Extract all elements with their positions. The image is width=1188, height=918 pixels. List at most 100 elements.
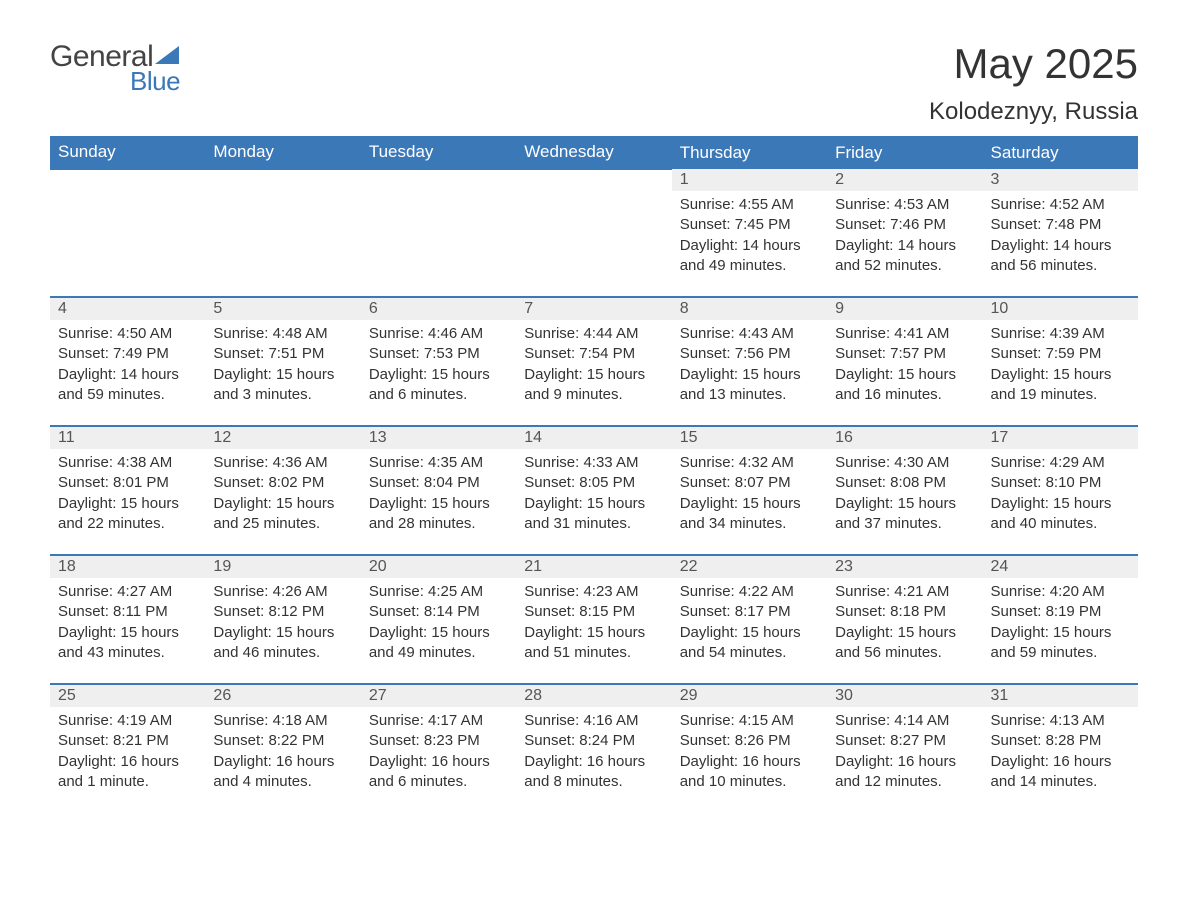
day-data: Sunrise: 4:30 AMSunset: 8:08 PMDaylight:… — [827, 449, 982, 555]
sunrise-line: Sunrise: 4:20 AM — [991, 582, 1130, 602]
sunset-line: Sunset: 7:48 PM — [991, 215, 1130, 235]
sunrise-line: Sunrise: 4:30 AM — [835, 453, 974, 473]
day-data: Sunrise: 4:48 AMSunset: 7:51 PMDaylight:… — [205, 320, 360, 426]
sunrise-line: Sunrise: 4:52 AM — [991, 195, 1130, 215]
sunrise-line: Sunrise: 4:46 AM — [369, 324, 508, 344]
empty-cell — [50, 169, 205, 191]
day-data: Sunrise: 4:21 AMSunset: 8:18 PMDaylight:… — [827, 578, 982, 684]
day-data: Sunrise: 4:43 AMSunset: 7:56 PMDaylight:… — [672, 320, 827, 426]
day-data: Sunrise: 4:19 AMSunset: 8:21 PMDaylight:… — [50, 707, 205, 813]
day-data: Sunrise: 4:16 AMSunset: 8:24 PMDaylight:… — [516, 707, 671, 813]
sunset-line: Sunset: 8:22 PM — [213, 731, 352, 751]
daylight-line: Daylight: 15 hours and 59 minutes. — [991, 623, 1130, 664]
daynum-row: 25262728293031 — [50, 684, 1138, 707]
sunset-line: Sunset: 7:46 PM — [835, 215, 974, 235]
data-row: Sunrise: 4:50 AMSunset: 7:49 PMDaylight:… — [50, 320, 1138, 426]
sunset-line: Sunset: 8:05 PM — [524, 473, 663, 493]
day-number: 11 — [50, 426, 205, 449]
day-number: 2 — [827, 169, 982, 191]
day-number: 30 — [827, 684, 982, 707]
daylight-line: Daylight: 15 hours and 28 minutes. — [369, 494, 508, 535]
day-number: 22 — [672, 555, 827, 578]
day-number: 9 — [827, 297, 982, 320]
sunrise-line: Sunrise: 4:23 AM — [524, 582, 663, 602]
day-data: Sunrise: 4:27 AMSunset: 8:11 PMDaylight:… — [50, 578, 205, 684]
sunrise-line: Sunrise: 4:18 AM — [213, 711, 352, 731]
day-data: Sunrise: 4:20 AMSunset: 8:19 PMDaylight:… — [983, 578, 1138, 684]
col-tuesday: Tuesday — [361, 136, 516, 169]
sunset-line: Sunset: 7:56 PM — [680, 344, 819, 364]
daylight-line: Daylight: 15 hours and 34 minutes. — [680, 494, 819, 535]
sunrise-line: Sunrise: 4:48 AM — [213, 324, 352, 344]
sunset-line: Sunset: 7:57 PM — [835, 344, 974, 364]
title-block: May 2025 Kolodeznyy, Russia — [929, 40, 1138, 126]
daylight-line: Daylight: 15 hours and 16 minutes. — [835, 365, 974, 406]
day-number: 6 — [361, 297, 516, 320]
empty-cell — [205, 191, 360, 297]
daylight-line: Daylight: 15 hours and 22 minutes. — [58, 494, 197, 535]
day-number: 28 — [516, 684, 671, 707]
day-number: 5 — [205, 297, 360, 320]
daylight-line: Daylight: 15 hours and 13 minutes. — [680, 365, 819, 406]
day-number: 24 — [983, 555, 1138, 578]
day-data: Sunrise: 4:46 AMSunset: 7:53 PMDaylight:… — [361, 320, 516, 426]
sunrise-line: Sunrise: 4:22 AM — [680, 582, 819, 602]
sunset-line: Sunset: 8:15 PM — [524, 602, 663, 622]
sunset-line: Sunset: 8:19 PM — [991, 602, 1130, 622]
daylight-line: Daylight: 14 hours and 56 minutes. — [991, 236, 1130, 277]
page-title: May 2025 — [929, 40, 1138, 88]
sunset-line: Sunset: 8:01 PM — [58, 473, 197, 493]
daylight-line: Daylight: 16 hours and 8 minutes. — [524, 752, 663, 793]
empty-cell — [361, 169, 516, 191]
daylight-line: Daylight: 15 hours and 40 minutes. — [991, 494, 1130, 535]
day-number: 13 — [361, 426, 516, 449]
day-number: 27 — [361, 684, 516, 707]
logo-word2: Blue — [130, 66, 180, 97]
sunset-line: Sunset: 8:02 PM — [213, 473, 352, 493]
sunset-line: Sunset: 8:11 PM — [58, 602, 197, 622]
daynum-row: 123 — [50, 169, 1138, 191]
daynum-row: 11121314151617 — [50, 426, 1138, 449]
daylight-line: Daylight: 14 hours and 52 minutes. — [835, 236, 974, 277]
sunset-line: Sunset: 7:54 PM — [524, 344, 663, 364]
day-number: 10 — [983, 297, 1138, 320]
logo-triangle-icon — [155, 46, 179, 64]
sunrise-line: Sunrise: 4:13 AM — [991, 711, 1130, 731]
day-data: Sunrise: 4:14 AMSunset: 8:27 PMDaylight:… — [827, 707, 982, 813]
sunrise-line: Sunrise: 4:38 AM — [58, 453, 197, 473]
sunset-line: Sunset: 8:24 PM — [524, 731, 663, 751]
col-wednesday: Wednesday — [516, 136, 671, 169]
sunrise-line: Sunrise: 4:21 AM — [835, 582, 974, 602]
day-data: Sunrise: 4:13 AMSunset: 8:28 PMDaylight:… — [983, 707, 1138, 813]
sunrise-line: Sunrise: 4:41 AM — [835, 324, 974, 344]
sunrise-line: Sunrise: 4:55 AM — [680, 195, 819, 215]
daynum-row: 45678910 — [50, 297, 1138, 320]
col-friday: Friday — [827, 136, 982, 169]
daylight-line: Daylight: 15 hours and 31 minutes. — [524, 494, 663, 535]
day-number: 16 — [827, 426, 982, 449]
daylight-line: Daylight: 15 hours and 6 minutes. — [369, 365, 508, 406]
day-number: 25 — [50, 684, 205, 707]
daylight-line: Daylight: 15 hours and 25 minutes. — [213, 494, 352, 535]
empty-cell — [516, 169, 671, 191]
day-number: 8 — [672, 297, 827, 320]
col-thursday: Thursday — [672, 136, 827, 169]
day-number: 31 — [983, 684, 1138, 707]
day-data: Sunrise: 4:17 AMSunset: 8:23 PMDaylight:… — [361, 707, 516, 813]
daylight-line: Daylight: 14 hours and 59 minutes. — [58, 365, 197, 406]
sunrise-line: Sunrise: 4:15 AM — [680, 711, 819, 731]
daylight-line: Daylight: 15 hours and 49 minutes. — [369, 623, 508, 664]
sunrise-line: Sunrise: 4:36 AM — [213, 453, 352, 473]
sunrise-line: Sunrise: 4:25 AM — [369, 582, 508, 602]
sunset-line: Sunset: 8:18 PM — [835, 602, 974, 622]
day-number: 7 — [516, 297, 671, 320]
empty-cell — [516, 191, 671, 297]
sunset-line: Sunset: 7:49 PM — [58, 344, 197, 364]
day-data: Sunrise: 4:38 AMSunset: 8:01 PMDaylight:… — [50, 449, 205, 555]
sunrise-line: Sunrise: 4:32 AM — [680, 453, 819, 473]
sunset-line: Sunset: 8:04 PM — [369, 473, 508, 493]
day-number: 20 — [361, 555, 516, 578]
day-number: 1 — [672, 169, 827, 191]
day-number: 19 — [205, 555, 360, 578]
day-number: 18 — [50, 555, 205, 578]
